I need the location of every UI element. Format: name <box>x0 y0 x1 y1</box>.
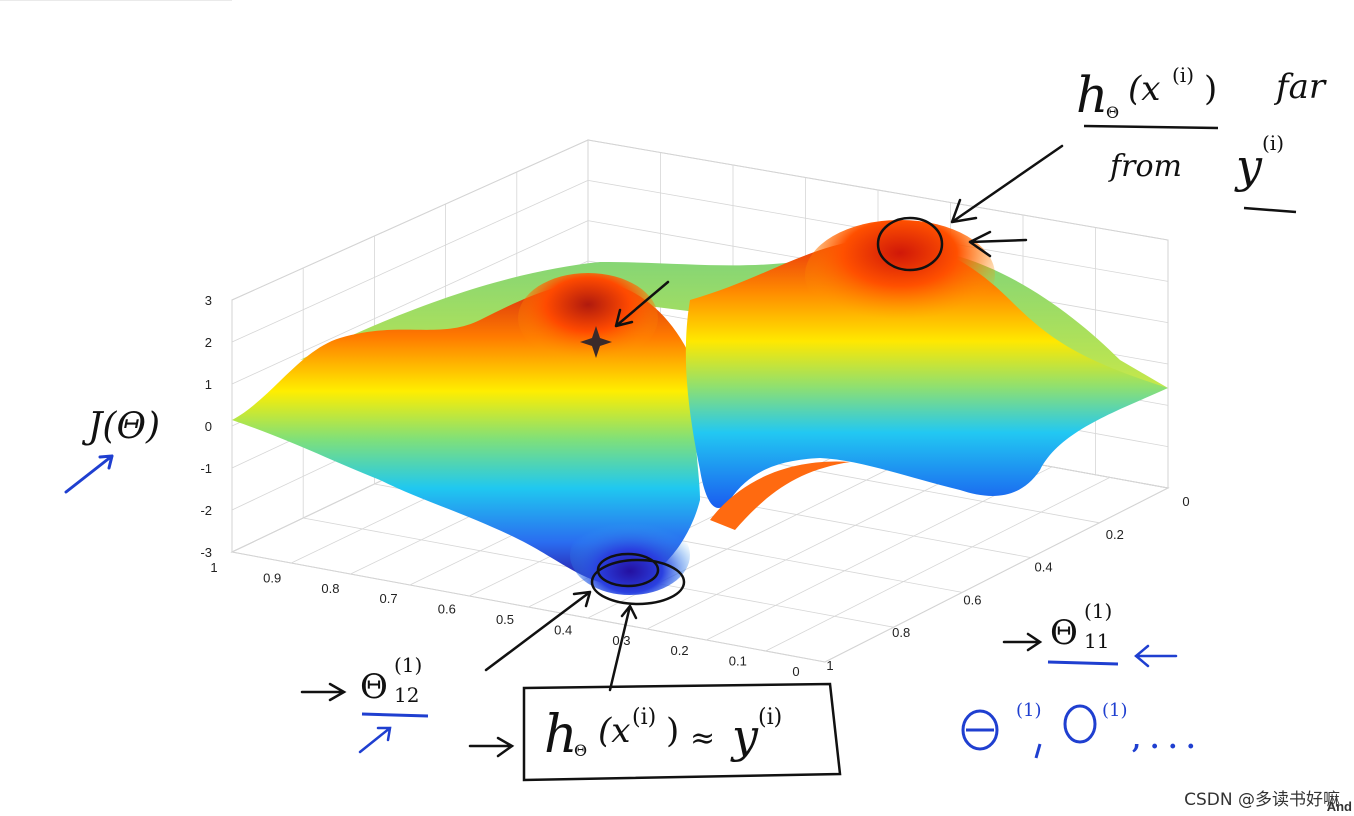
theta11-label: Θ (1) 11 <box>1050 599 1112 653</box>
star-marker-icon <box>580 326 612 358</box>
left-axis-tick-label: 0 <box>792 664 799 679</box>
theta12-underline <box>361 712 429 718</box>
note-y-sup: (i) <box>1262 131 1284 155</box>
grid-line <box>231 551 826 663</box>
grid-line <box>231 139 589 301</box>
watermark: CSDN @多读书好嘛 <box>1184 790 1340 810</box>
right-axis-tick-label: 0.2 <box>1106 527 1124 542</box>
left-axis-tick-label: 0.1 <box>729 654 747 669</box>
grid-line <box>646 455 995 630</box>
right-axis-ticks: 0 0.2 0.4 0.6 0.8 1 <box>826 494 1189 673</box>
z-axis-label: J(Θ) <box>81 406 160 447</box>
theta-list-ellipsis: , . . . <box>1132 725 1195 755</box>
bottom-box-frame <box>522 682 842 782</box>
z-tick-label: 1 <box>205 377 212 392</box>
blue-arrow-z-icon <box>64 454 114 494</box>
right-axis-tick-label: 1 <box>826 658 833 673</box>
left-axis-tick-label: 0.8 <box>321 581 339 596</box>
theta-list-sup-2: (1) <box>1102 700 1128 721</box>
theta12-base: Θ <box>360 667 388 707</box>
z-tick-label: -1 <box>200 461 212 476</box>
peak-left <box>518 273 658 363</box>
note-x: (x <box>1128 69 1160 109</box>
left-axis-tick-label: 1 <box>210 560 217 575</box>
left-axis-tick-label: 0.6 <box>438 602 456 617</box>
box-h: h <box>544 705 578 765</box>
z-tick-label: -3 <box>200 545 212 560</box>
z-tick-label: 2 <box>205 335 212 350</box>
blue-arrow-left-icon <box>1134 644 1178 668</box>
box-y-sup: (i) <box>758 705 782 730</box>
theta11-underline <box>1047 660 1119 666</box>
z-tick-label: 0 <box>205 419 212 434</box>
right-axis-tick-label: 0.8 <box>892 625 910 640</box>
circle-min-outer-icon <box>590 558 686 606</box>
peak-right <box>805 220 995 330</box>
left-axis-tick-label: 0.4 <box>554 622 572 637</box>
box-x: (x <box>598 711 630 751</box>
arrow-to-box-icon <box>468 736 515 758</box>
note-y-underline <box>1243 206 1297 214</box>
line-min-to-box-icon <box>608 604 638 692</box>
box-close: ) <box>666 711 679 751</box>
theta11-base: Θ <box>1050 613 1078 653</box>
theta-circle-2-icon <box>1063 704 1097 744</box>
grid-line <box>824 487 1169 663</box>
grid-line <box>765 477 1111 652</box>
theta11-sub: 11 <box>1084 629 1109 653</box>
theta12-label: Θ (1) 12 <box>360 653 422 707</box>
box-theta: Θ <box>574 741 587 760</box>
arrow-to-right-peak-icon <box>950 144 1064 224</box>
arrow-to-peak-icon <box>614 280 670 328</box>
z-tick-label: -2 <box>200 503 212 518</box>
note-theta: Θ <box>1106 103 1119 122</box>
note-far: far <box>1273 67 1327 107</box>
grid-line <box>231 220 589 385</box>
left-axis-ticks: 10.90.80.70.60.50.40.30.20.10 <box>210 560 799 679</box>
theta-circle-1-icon <box>961 709 999 751</box>
theta-list-sup-1: (1) <box>1016 700 1042 721</box>
bottom-box-text: h Θ (x (i) ) ≈ y (i) <box>544 705 782 765</box>
note-h: h <box>1076 66 1108 124</box>
box-sup-i: (i) <box>632 705 656 730</box>
theta-list: (1) (1) , . . . <box>961 700 1195 759</box>
note-fraction-line <box>1083 124 1219 130</box>
left-axis-tick-label: 0.7 <box>380 591 398 606</box>
right-axis-tick-label: 0.6 <box>963 592 981 607</box>
box-approx: ≈ <box>690 721 715 756</box>
right-axis-tick-label: 0.4 <box>1035 560 1053 575</box>
z-tick-label: 3 <box>205 293 212 308</box>
note-close: ) <box>1204 69 1217 109</box>
theta12-sup: (1) <box>394 653 422 677</box>
grid-line <box>231 179 589 343</box>
left-axis-tick-label: 0.5 <box>496 612 514 627</box>
z-axis-ticks: 3 2 1 0 -1 -2 -3 <box>200 293 212 560</box>
circle-right-peak-icon <box>876 216 944 272</box>
note-top-right: h Θ (x (i) ) far from y (i) <box>1076 63 1327 193</box>
right-axis-tick-label: 0 <box>1182 494 1189 509</box>
cost-surface <box>232 220 1168 595</box>
theta12-sub: 12 <box>394 683 419 707</box>
arrow-theta11-icon <box>1002 632 1043 652</box>
note-sup-i: (i) <box>1172 63 1194 87</box>
arrow-left-icon <box>968 230 1028 258</box>
arrow-theta12-icon <box>300 682 347 702</box>
surface-fold <box>710 461 850 530</box>
theta11-sup: (1) <box>1084 599 1112 623</box>
left-axis-tick-label: 0.9 <box>263 570 281 585</box>
note-from: from <box>1108 149 1182 184</box>
surface-right-lobe <box>685 238 1168 509</box>
blue-arrow-theta12-icon <box>358 726 392 754</box>
left-axis-tick-label: 0.2 <box>671 643 689 658</box>
arrow-min-left-icon <box>484 590 592 672</box>
box-y: y <box>730 709 759 763</box>
corner-text: And <box>1326 799 1352 814</box>
note-y: y <box>1234 139 1263 193</box>
